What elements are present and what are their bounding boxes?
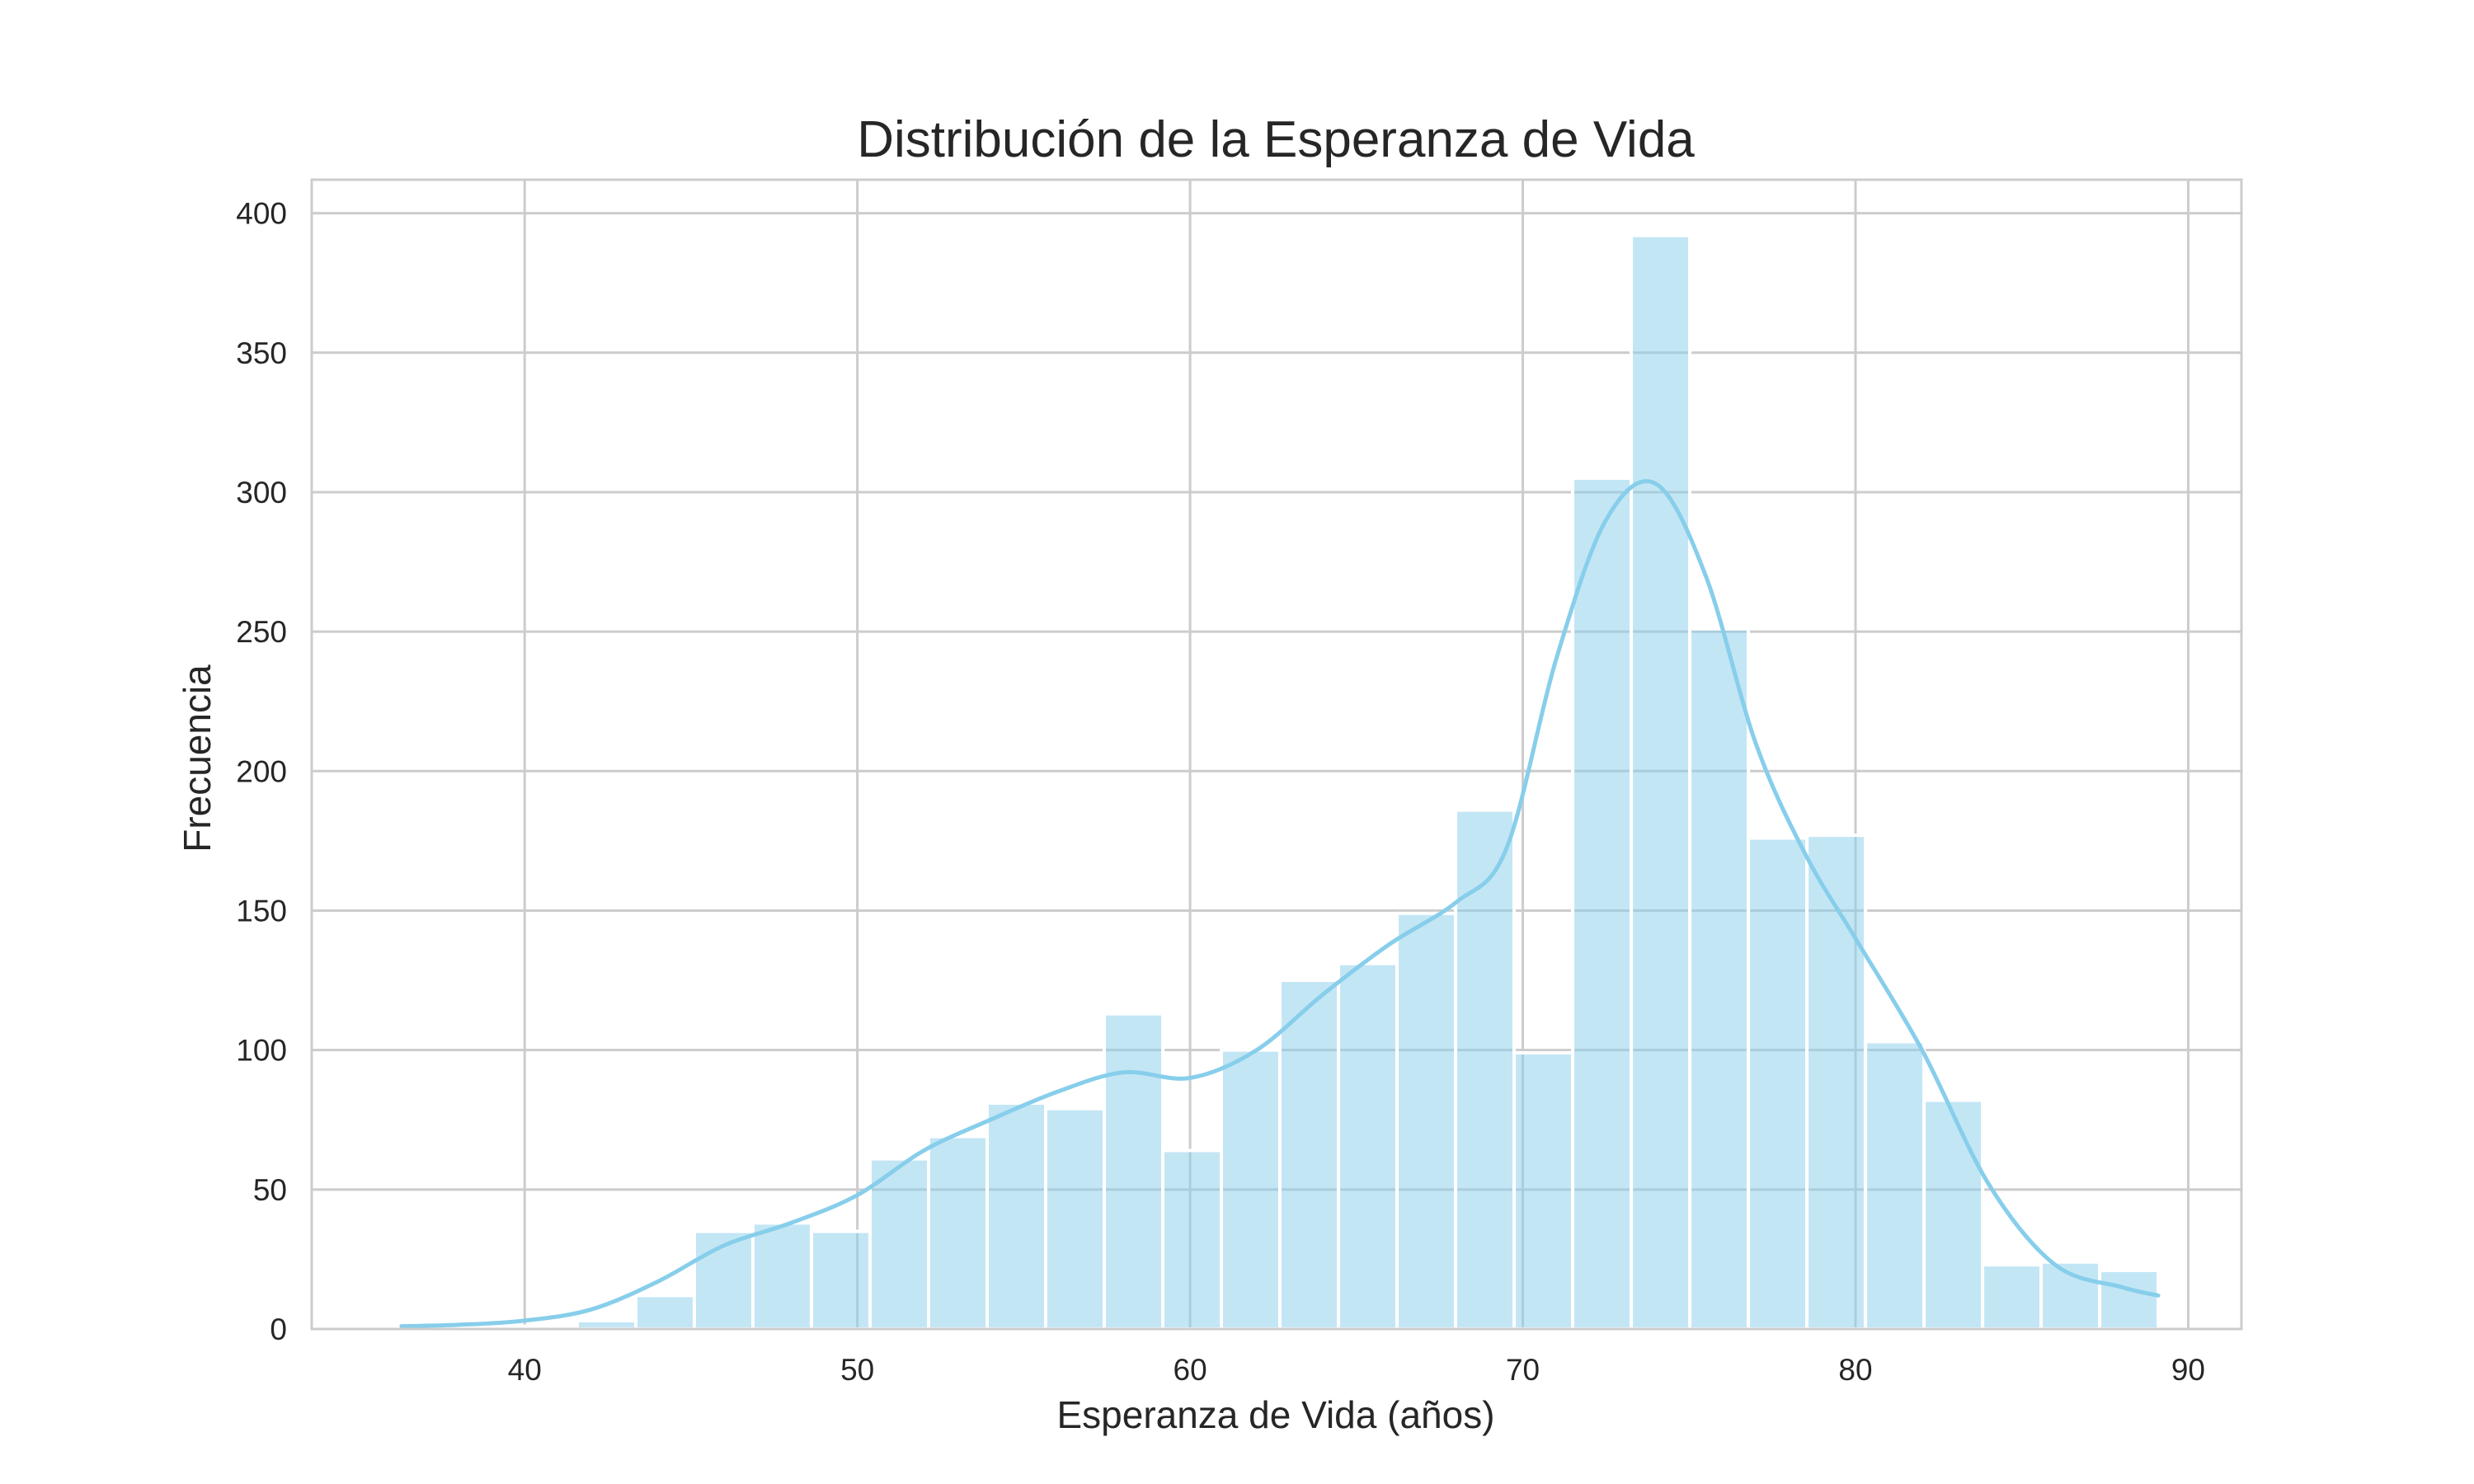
x-tick-label: 50	[840, 1353, 874, 1387]
plot-frame	[310, 178, 2243, 1331]
histogram-bar	[1454, 808, 1517, 1331]
y-tick-label: 0	[270, 1313, 287, 1346]
y-tick-label: 200	[236, 754, 287, 788]
histogram-bar	[750, 1221, 813, 1331]
y-tick-label: 350	[236, 336, 287, 370]
histogram-bar	[868, 1157, 930, 1331]
histogram-bar	[1103, 1012, 1165, 1331]
y-tick-label: 50	[253, 1173, 287, 1207]
y-axis-label: Frecuencia	[176, 665, 219, 852]
histogram-bar	[926, 1134, 990, 1331]
histogram-bar	[1688, 627, 1751, 1331]
x-tick-labels: 40 50 60 70 80 90	[508, 1353, 2205, 1387]
x-axis-label: Esperanza de Vida (años)	[1056, 1393, 1494, 1436]
histogram-bar	[575, 1318, 637, 1331]
histogram-bar	[633, 1294, 696, 1331]
histogram-bar	[1044, 1106, 1107, 1331]
x-tick-label: 40	[508, 1353, 542, 1387]
chart-title: Distribución de la Esperanza de Vida	[857, 111, 1695, 168]
kde-curve	[399, 479, 2161, 1329]
histogram-bar	[1278, 979, 1341, 1331]
grid-lines	[312, 180, 2241, 1331]
x-tick-label: 80	[1838, 1353, 1872, 1387]
x-tick-label: 60	[1174, 1353, 1207, 1387]
x-tick-label: 90	[2171, 1353, 2205, 1387]
y-tick-label: 100	[236, 1034, 287, 1068]
y-tick-label: 250	[236, 615, 287, 649]
y-tick-labels: 0 50 100 150 200 250 300 350 400	[236, 197, 287, 1346]
y-tick-label: 150	[236, 894, 287, 928]
histogram-bar	[1922, 1098, 1985, 1331]
histogram-bar	[2098, 1268, 2161, 1331]
histogram-bar	[1864, 1040, 1926, 1331]
histogram-bars	[399, 233, 2161, 1331]
histogram-bar	[1571, 477, 1634, 1331]
histogram-bar	[1630, 233, 1692, 1331]
histogram-bar	[1512, 1051, 1575, 1331]
histogram-bar	[1220, 1048, 1282, 1331]
x-tick-label: 70	[1506, 1353, 1540, 1387]
histogram-bar	[1747, 836, 1809, 1331]
histogram-bar	[1161, 1148, 1224, 1331]
histogram-bar	[1337, 961, 1399, 1331]
histogram-bar	[985, 1101, 1048, 1331]
y-tick-label: 300	[236, 476, 287, 510]
histogram-bar	[1395, 911, 1458, 1331]
y-tick-label: 400	[236, 197, 287, 231]
histogram-bar	[1981, 1263, 2044, 1331]
histogram-bar	[809, 1229, 872, 1331]
